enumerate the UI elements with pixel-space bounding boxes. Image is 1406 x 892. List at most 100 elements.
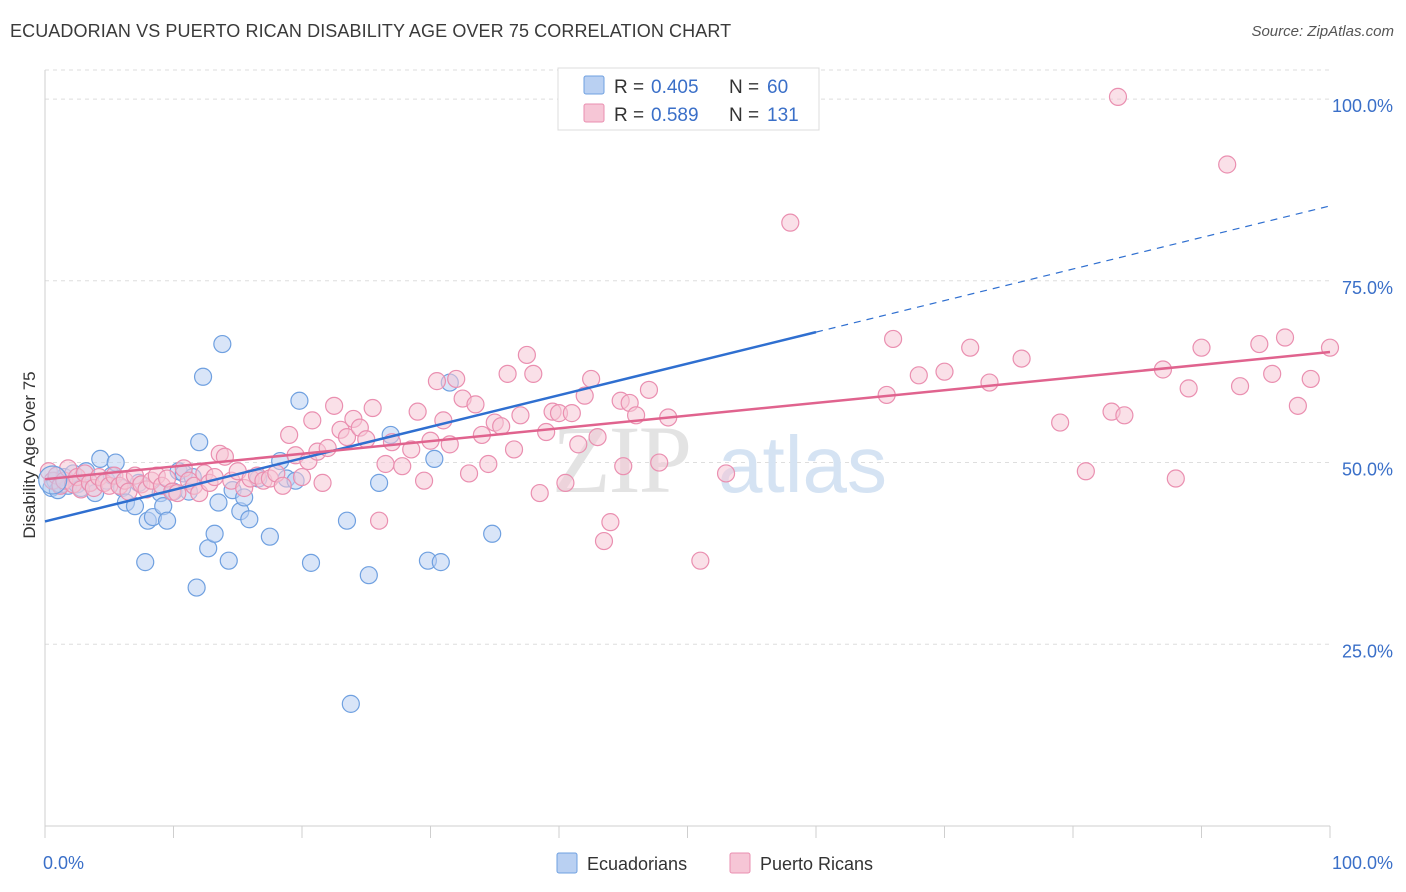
data-point — [240, 510, 259, 529]
data-point — [1166, 469, 1185, 488]
data-point — [883, 329, 903, 349]
stats-n-value: 131 — [767, 105, 799, 126]
data-point — [414, 471, 434, 490]
stats-legend: R = 0.405 N = 60 R = 0.589 N = 131 — [557, 67, 820, 131]
data-point — [1275, 328, 1295, 347]
data-point — [290, 391, 309, 410]
data-point — [376, 454, 395, 474]
data-point — [1076, 462, 1095, 481]
data-point — [292, 467, 312, 487]
data-point — [614, 457, 633, 476]
data-point — [601, 513, 620, 532]
data-point — [370, 473, 389, 492]
data-point — [466, 395, 485, 414]
data-point — [91, 449, 110, 469]
chart-title: ECUADORIAN VS PUERTO RICAN DISABILITY AG… — [10, 21, 732, 41]
data-point — [511, 406, 530, 425]
data-point — [569, 435, 588, 454]
data-point — [205, 524, 224, 543]
data-point — [1012, 349, 1031, 368]
data-point — [303, 411, 322, 430]
axes — [44, 70, 1331, 838]
data-point — [370, 511, 389, 530]
data-point — [716, 464, 736, 483]
data-point — [980, 373, 999, 392]
data-point — [219, 551, 238, 570]
data-point — [483, 524, 502, 543]
data-point — [537, 422, 556, 442]
stats-swatch-puerto-ricans — [583, 103, 605, 123]
stats-n-label: N = — [729, 105, 759, 126]
data-point — [459, 464, 479, 483]
x-tick-label: 0.0% — [43, 853, 84, 873]
data-point — [408, 402, 427, 421]
data-point — [1218, 155, 1237, 174]
data-point — [524, 364, 543, 383]
stats-n-value: 60 — [767, 77, 788, 98]
data-point — [363, 398, 382, 418]
data-point — [260, 527, 279, 546]
data-point — [187, 578, 206, 597]
data-point — [1108, 87, 1128, 106]
data-point — [909, 366, 928, 385]
stats-r-value: 0.589 — [651, 105, 699, 126]
y-tick-label: 75.0% — [1342, 278, 1393, 298]
stats-r-value: 0.405 — [651, 77, 699, 98]
legend-swatch-ecuadorians — [556, 852, 578, 874]
data-point — [337, 427, 357, 447]
trend-lines — [44, 205, 1331, 523]
y-tick-label: 25.0% — [1342, 641, 1393, 661]
data-point — [427, 372, 447, 391]
data-point — [1115, 406, 1134, 425]
data-point — [781, 213, 800, 232]
stats-n-label: N = — [729, 77, 759, 98]
legend-label-puerto-ricans: Puerto Ricans — [760, 854, 873, 874]
data-point — [273, 476, 292, 495]
data-point — [38, 465, 68, 495]
data-point — [313, 473, 332, 492]
data-point — [1051, 413, 1070, 432]
y-axis-label: Disability Age Over 75 — [20, 371, 39, 538]
legend-label-ecuadorians: Ecuadorians — [587, 854, 687, 874]
x-tick-label: 100.0% — [1332, 853, 1393, 873]
gridlines — [45, 69, 1330, 645]
stats-r-label: R = — [614, 105, 644, 126]
trend-line-extension — [815, 205, 1331, 333]
data-point — [1230, 377, 1250, 396]
data-point — [479, 454, 498, 474]
trend-line — [44, 330, 817, 523]
data-point — [280, 425, 299, 445]
data-point — [935, 362, 954, 381]
stats-r-label: R = — [614, 77, 644, 98]
watermark-atlas: atlas — [718, 420, 887, 509]
data-point — [209, 493, 228, 512]
data-point — [691, 551, 710, 570]
data-point — [1250, 334, 1269, 354]
data-point — [588, 427, 607, 447]
data-point — [1192, 338, 1211, 357]
data-point — [157, 511, 177, 530]
data-point — [639, 380, 659, 399]
data-point — [530, 483, 549, 503]
data-point — [431, 553, 450, 572]
data-point — [594, 531, 614, 551]
y-tick-label: 100.0% — [1332, 96, 1393, 116]
data-point — [517, 345, 536, 365]
legend-swatch-puerto-ricans — [729, 852, 751, 874]
data-point — [1263, 364, 1282, 383]
data-point — [402, 440, 421, 459]
watermark: ZIP atlas — [552, 406, 887, 513]
data-point — [190, 433, 209, 452]
data-point — [492, 417, 511, 436]
data-point — [301, 553, 321, 572]
data-point — [504, 440, 524, 459]
data-point — [337, 511, 357, 530]
data-point — [213, 334, 232, 354]
data-point — [575, 386, 594, 405]
chart-source: Source: ZipAtlas.com — [1251, 23, 1394, 40]
data-point — [359, 566, 378, 585]
data-point — [562, 404, 581, 423]
trend-line — [44, 350, 1331, 481]
data-points — [38, 87, 1340, 713]
data-point — [193, 367, 213, 386]
